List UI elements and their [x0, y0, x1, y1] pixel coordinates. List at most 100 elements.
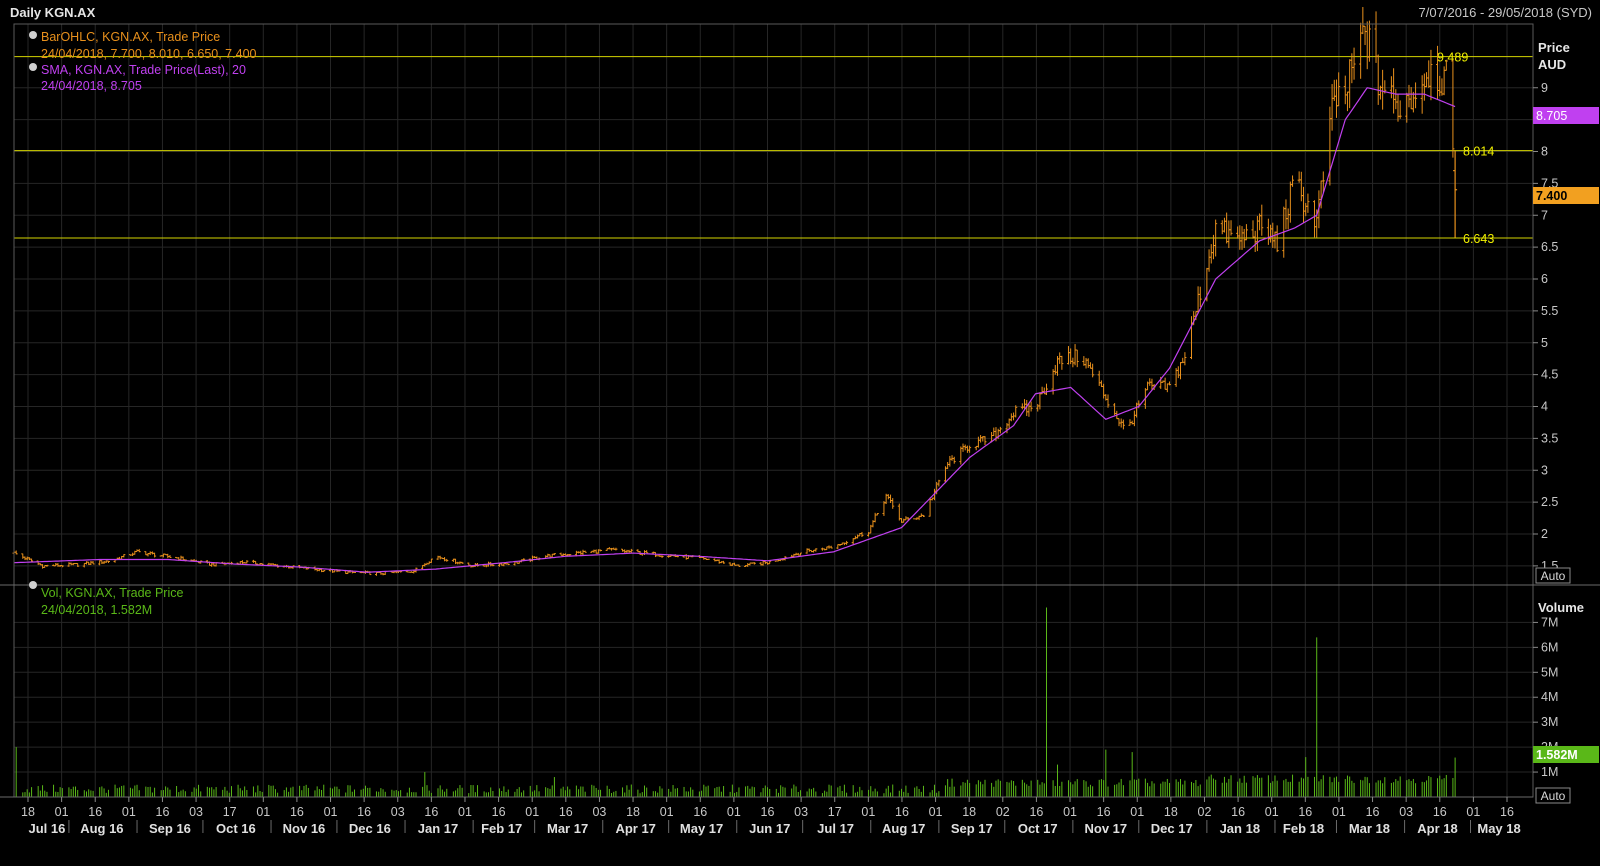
price-legend-icon[interactable]	[29, 31, 37, 39]
ohlc-bar	[929, 498, 932, 517]
ohlc-bar	[1344, 76, 1347, 105]
ohlc-bar	[937, 480, 940, 487]
ohlc-bar	[948, 456, 951, 467]
ohlc-bar	[814, 548, 817, 551]
x-day-label: 01	[256, 805, 270, 819]
ohlc-bar	[1085, 358, 1088, 369]
x-month-label: Sep 17	[951, 821, 993, 836]
x-day-label: 01	[1063, 805, 1077, 819]
ohlc-bar	[1440, 78, 1443, 95]
ohlc-bar	[1010, 413, 1013, 421]
ohlc-bar	[245, 560, 248, 563]
ohlc-bar	[1197, 286, 1200, 313]
ohlc-bar	[179, 556, 182, 561]
ohlc-bar	[1225, 213, 1228, 244]
x-day-label: 16	[761, 805, 775, 819]
ohlc-bar	[645, 550, 648, 553]
ohlc-bar	[443, 557, 446, 561]
ohlc-bar	[430, 559, 433, 563]
ohlc-bar	[15, 551, 18, 555]
ohlc-bar	[1060, 356, 1063, 370]
ohlc-bar	[579, 551, 582, 555]
x-day-label: 16	[1298, 805, 1312, 819]
ohlc-bar	[1407, 85, 1410, 107]
price-tick-label: 4.5	[1541, 368, 1558, 382]
panel-frames	[0, 24, 1600, 797]
ohlc-bar	[1175, 368, 1178, 387]
x-day-label: 17	[223, 805, 237, 819]
ohlc-bar	[1166, 383, 1169, 392]
ohlc-bar	[1284, 199, 1287, 229]
ohlc-bar	[1361, 7, 1364, 34]
sma-legend-icon[interactable]	[29, 63, 37, 71]
level-label: 6.643	[1463, 232, 1494, 246]
x-day-label: 16	[290, 805, 304, 819]
ohlc-bar	[1076, 350, 1079, 367]
x-month-label: Dec 16	[349, 821, 391, 836]
ohlc-bar	[882, 501, 885, 516]
ohlc-bar	[1236, 226, 1239, 238]
ohlc-bar	[1368, 21, 1371, 62]
volume-tick-label: 7M	[1541, 615, 1558, 629]
ohlc-bar	[707, 559, 710, 560]
ohlc-bar	[41, 564, 44, 568]
x-day-label: 16	[88, 805, 102, 819]
volume-legend-line2: 24/04/2018, 1.582M	[41, 603, 152, 617]
ohlc-bar	[23, 556, 26, 560]
price-tick-label: 7	[1541, 208, 1548, 222]
price-tick-label: 6.5	[1541, 240, 1558, 254]
ohlc-bar	[1337, 72, 1340, 106]
x-day-label: 01	[1130, 805, 1144, 819]
x-day-label: 16	[1433, 805, 1447, 819]
price-tick-label: 9	[1541, 81, 1548, 95]
sma-badge: 8.705	[1536, 109, 1567, 123]
x-day-label: 01	[1466, 805, 1480, 819]
chart-title: Daily KGN.AX	[10, 5, 96, 20]
ohlc-bar	[1183, 352, 1186, 365]
ohlc-bar	[322, 570, 325, 572]
ohlc-bar	[1302, 187, 1305, 223]
volume-tick-label: 6M	[1541, 640, 1558, 654]
ohlc-bar	[1267, 219, 1270, 245]
x-day-label: 18	[1164, 805, 1178, 819]
ohlc-bar	[138, 549, 141, 552]
ohlc-bar	[1399, 100, 1402, 118]
x-month-label: Mar 17	[547, 821, 588, 836]
x-day-label: 16	[1097, 805, 1111, 819]
x-month-label: Dec 17	[1151, 821, 1193, 836]
ohlc-bar	[722, 561, 725, 564]
ohlc-bar	[1438, 76, 1441, 96]
price-tick-label: 3.5	[1541, 431, 1558, 445]
ohlc-bar	[153, 553, 156, 558]
ohlc-bar	[898, 504, 901, 521]
price-tick-label: 6	[1541, 272, 1548, 286]
x-month-label: May 18	[1477, 821, 1520, 836]
ohlc-bar	[1304, 203, 1307, 216]
ohlc-bar	[1291, 175, 1294, 186]
x-month-label: Sep 16	[149, 821, 191, 836]
ohlc-bar	[1122, 420, 1125, 430]
ohlc-bar	[1377, 54, 1380, 104]
volume-badge: 1.582M	[1536, 748, 1578, 762]
x-day-label: 03	[1399, 805, 1413, 819]
price-tick-label: 5.5	[1541, 304, 1558, 318]
x-day-label: 18	[626, 805, 640, 819]
ohlc-bar	[1074, 344, 1077, 365]
ohlc-bar	[753, 562, 756, 564]
ohlc-bar	[76, 563, 79, 567]
volume-legend-line1: Vol, KGN.AX, Trade Price	[41, 586, 183, 600]
x-day-label: 01	[122, 805, 136, 819]
x-day-label: 01	[1265, 805, 1279, 819]
x-month-label: Nov 16	[283, 821, 326, 836]
ohlc-bar	[1087, 358, 1090, 368]
ohlc-bar	[1276, 225, 1279, 252]
ohlc-bar	[1260, 205, 1263, 236]
price-auto-label: Auto	[1541, 569, 1566, 583]
ohlc-bar	[1252, 220, 1255, 238]
price-tick-label: 8	[1541, 145, 1548, 159]
volume-legend-icon[interactable]	[29, 581, 37, 589]
price-tick-label: 4	[1541, 400, 1548, 414]
ohlc-bar	[1289, 182, 1292, 223]
ohlc-bar	[92, 561, 95, 564]
